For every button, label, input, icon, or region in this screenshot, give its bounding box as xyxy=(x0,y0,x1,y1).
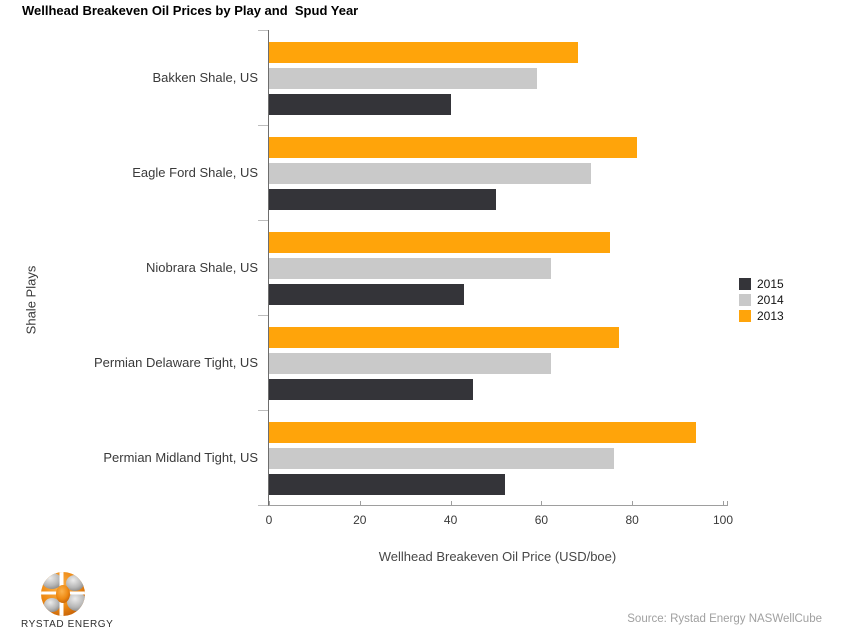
category-boundary-tick xyxy=(258,124,268,126)
legend: 2015 2014 2013 xyxy=(739,276,784,324)
source-note: Source: Rystad Energy NASWellCube xyxy=(627,613,822,625)
bar-2013-niobrara-shale-us xyxy=(269,232,610,253)
x-tick-label: 80 xyxy=(625,513,639,527)
bar-2015-bakken-shale-us xyxy=(269,94,451,115)
category-label-niobrara-shale-us: Niobrara Shale, US xyxy=(146,259,258,275)
bar-2013-bakken-shale-us xyxy=(269,42,578,63)
category-boundary-tick xyxy=(258,219,268,221)
x-tick-label: 0 xyxy=(265,513,273,527)
x-tick-label: 100 xyxy=(712,513,734,527)
x-tick-label: 40 xyxy=(443,513,458,527)
category-label-permian-midland-tight-us: Permian Midland Tight, US xyxy=(103,449,258,465)
legend-item-2014: 2014 xyxy=(739,292,784,308)
category-boundary-tick xyxy=(258,504,268,506)
bar-2014-permian-delaware-tight-us xyxy=(269,353,551,374)
category-label-permian-delaware-tight-us: Permian Delaware Tight, US xyxy=(93,354,258,370)
bar-2014-permian-midland-tight-us xyxy=(269,448,614,469)
x-tick-label: 60 xyxy=(534,513,549,527)
bar-2014-bakken-shale-us xyxy=(269,68,537,89)
bar-2015-niobrara-shale-us xyxy=(269,284,465,305)
legend-label-2013: 2013 xyxy=(757,309,784,323)
x-tick-label: 20 xyxy=(353,513,367,527)
category-boundary-tick xyxy=(258,314,268,316)
category-boundary-tick xyxy=(258,29,268,31)
x-axis-tick xyxy=(723,501,724,505)
bar-2013-permian-delaware-tight-us xyxy=(269,327,619,348)
legend-label-2015: 2015 xyxy=(757,277,784,291)
bar-2014-eagle-ford-shale-us xyxy=(269,163,592,184)
legend-item-2013: 2013 xyxy=(739,308,784,324)
category-boundary-tick xyxy=(258,409,268,411)
category-label-eagle-ford-shale-us: Eagle Ford Shale, US xyxy=(132,164,258,180)
bar-2013-eagle-ford-shale-us xyxy=(269,137,637,158)
x-axis-end-tick xyxy=(727,501,728,505)
bar-2015-permian-delaware-tight-us xyxy=(269,379,474,400)
bar-2015-permian-midland-tight-us xyxy=(269,474,506,495)
plot-area: Bakken Shale, US Eagle Ford Shale, US Niob… xyxy=(94,29,733,527)
x-axis-tick xyxy=(450,501,452,505)
x-axis-tick xyxy=(359,501,361,505)
legend-swatch-2014 xyxy=(739,294,751,306)
y-axis-title: Shale Plays xyxy=(23,265,39,335)
bar-2015-eagle-ford-shale-us xyxy=(269,189,496,210)
x-axis-tick xyxy=(541,501,543,505)
x-axis-tick xyxy=(632,501,634,505)
bar-2014-niobrara-shale-us xyxy=(269,258,551,279)
chart-title: Wellhead Breakeven Oil Prices by Play an… xyxy=(22,3,359,18)
x-axis-tick xyxy=(269,501,270,505)
rystad-globe-logo-icon xyxy=(40,571,86,617)
globe-icon xyxy=(41,572,85,616)
category-label-bakken-shale-us: Bakken Shale, US xyxy=(152,69,258,85)
bar-2013-permian-midland-tight-us xyxy=(269,422,696,443)
legend-swatch-2015 xyxy=(739,278,751,290)
legend-swatch-2013 xyxy=(739,310,751,322)
rystad-logo-text: RYSTAD ENERGY xyxy=(21,619,114,630)
legend-item-2015: 2015 xyxy=(739,276,784,292)
x-axis-title: Wellhead Breakeven Oil Price (USD/boe) xyxy=(378,549,617,564)
legend-label-2014: 2014 xyxy=(757,293,784,307)
